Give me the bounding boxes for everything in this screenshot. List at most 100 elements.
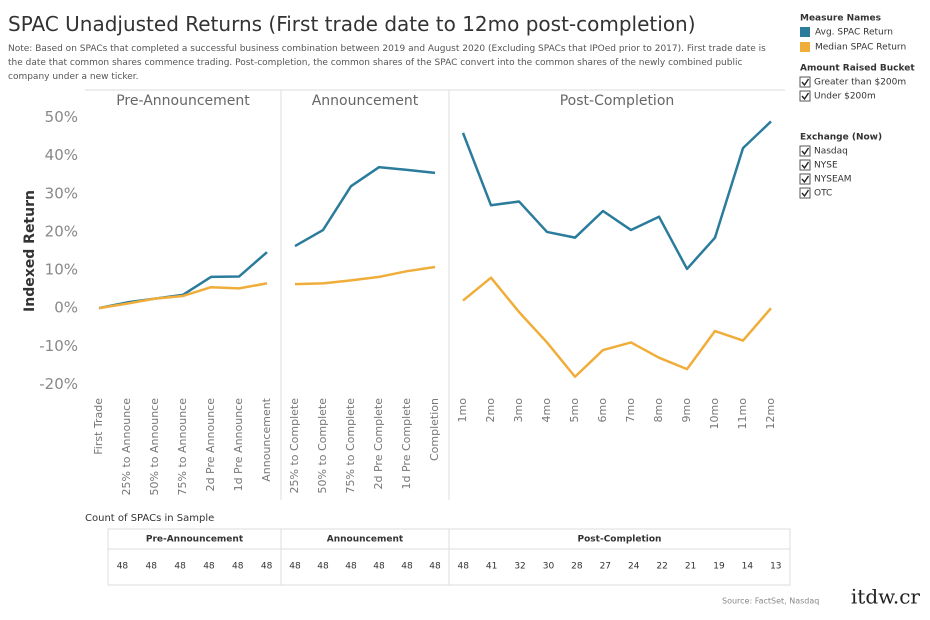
series-line xyxy=(98,251,268,310)
filter-checkbox[interactable] xyxy=(799,159,811,171)
filter-option[interactable]: OTC xyxy=(814,189,832,199)
checkmark xyxy=(801,78,810,87)
filter-option[interactable]: NYSE xyxy=(814,161,838,171)
table-count: 48 xyxy=(373,562,385,572)
table-count: 13 xyxy=(770,562,781,572)
filter-checkbox[interactable] xyxy=(799,90,811,102)
checkmark xyxy=(801,175,810,184)
checkmark xyxy=(801,147,810,156)
x-tick-label: Announcement xyxy=(260,397,273,481)
x-tick-label: 2mo xyxy=(484,398,497,423)
x-tick-label: 75% to Complete xyxy=(344,398,357,494)
panel-header: Post-Completion xyxy=(560,93,675,109)
table-group-header: Announcement xyxy=(327,535,404,545)
series-line xyxy=(294,165,436,248)
y-tick-label: 30% xyxy=(45,184,78,202)
filter-checkbox[interactable] xyxy=(799,187,811,199)
series-line xyxy=(98,282,268,310)
x-tick-label: 25% to Announce xyxy=(120,398,133,496)
table-count: 19 xyxy=(713,562,725,572)
table-count: 28 xyxy=(571,562,583,572)
table-count: 27 xyxy=(600,562,611,572)
x-tick-label: Completion xyxy=(428,398,441,461)
x-tick-label: 25% to Complete xyxy=(288,398,301,494)
table-group-header: Pre-Announcement xyxy=(146,535,244,545)
x-tick-label: First Trade xyxy=(92,398,105,455)
table-count: 48 xyxy=(401,562,413,572)
filter-title: Exchange (Now) xyxy=(800,133,882,143)
series-line xyxy=(461,120,772,271)
table-count: 32 xyxy=(514,562,525,572)
table-count: 48 xyxy=(289,562,301,572)
table-count: 24 xyxy=(628,562,640,572)
filter-option[interactable]: Nasdaq xyxy=(814,147,848,157)
x-tick-label: 50% to Complete xyxy=(316,398,329,494)
series-line xyxy=(462,276,772,379)
series-line xyxy=(294,265,436,286)
filter-checkbox[interactable] xyxy=(799,173,811,185)
x-tick-label: 10mo xyxy=(708,398,721,430)
legend-title: Measure Names xyxy=(800,14,881,24)
table-count: 48 xyxy=(203,562,215,572)
x-tick-label: 1d Pre Complete xyxy=(400,398,413,490)
source-note: Source: FactSet, Nasdaq xyxy=(722,597,819,606)
checkmark xyxy=(801,92,810,101)
x-tick-label: 4mo xyxy=(540,398,553,423)
table-count: 14 xyxy=(742,562,754,572)
x-tick-label: 7mo xyxy=(624,398,637,423)
table-count: 48 xyxy=(429,562,441,572)
x-tick-label: 50% to Announce xyxy=(148,398,161,496)
table-title: Count of SPACs in Sample xyxy=(85,513,214,524)
x-tick-label: 8mo xyxy=(652,398,665,423)
legend-swatch xyxy=(800,27,810,37)
table-count: 30 xyxy=(543,562,555,572)
y-tick-label: 50% xyxy=(45,108,78,126)
table-count: 48 xyxy=(232,562,244,572)
x-tick-label: 1d Pre Announce xyxy=(232,398,245,492)
table-count: 48 xyxy=(146,562,158,572)
x-tick-label: 5mo xyxy=(568,398,581,423)
table-group-header: Post-Completion xyxy=(578,535,662,545)
x-tick-label: 1mo xyxy=(456,398,469,423)
x-tick-label: 6mo xyxy=(596,398,609,423)
y-tick-label: -10% xyxy=(39,337,78,355)
table-count: 48 xyxy=(345,562,357,572)
table-count: 22 xyxy=(656,562,667,572)
panel-header: Announcement xyxy=(312,93,419,109)
filter-title: Amount Raised Bucket xyxy=(800,64,915,74)
filter-option[interactable]: Greater than $200m xyxy=(814,78,906,88)
x-tick-label: 2d Pre Complete xyxy=(372,398,385,490)
filter-option[interactable]: NYSEAM xyxy=(814,175,852,185)
table-count: 48 xyxy=(117,562,129,572)
x-tick-label: 11mo xyxy=(736,398,749,430)
checkmark xyxy=(801,161,810,170)
x-tick-label: 75% to Announce xyxy=(176,398,189,496)
table-count: 48 xyxy=(174,562,186,572)
legend-swatch xyxy=(800,42,810,52)
x-tick-label: 9mo xyxy=(680,398,693,423)
legend-label[interactable]: Median SPAC Return xyxy=(815,43,906,53)
y-tick-label: 0% xyxy=(54,299,78,317)
table-count: 21 xyxy=(685,562,696,572)
watermark: itdw.cr xyxy=(851,585,921,609)
legend-label[interactable]: Avg. SPAC Return xyxy=(815,28,893,38)
y-tick-label: 20% xyxy=(45,222,78,240)
chart-title: SPAC Unadjusted Returns (First trade dat… xyxy=(8,12,696,36)
panel-header: Pre-Announcement xyxy=(116,93,250,109)
table-count: 48 xyxy=(261,562,273,572)
table-count: 48 xyxy=(317,562,329,572)
x-tick-label: 3mo xyxy=(512,398,525,423)
filter-checkbox[interactable] xyxy=(799,76,811,88)
y-axis-title: Indexed Return xyxy=(22,190,38,312)
chart-note: Note: Based on SPACs that completed a su… xyxy=(8,44,766,82)
y-tick-label: -20% xyxy=(39,375,78,393)
y-tick-label: 10% xyxy=(45,261,78,279)
table-count: 41 xyxy=(486,562,497,572)
filter-option[interactable]: Under $200m xyxy=(814,92,876,102)
checkmark xyxy=(801,189,810,198)
filter-checkbox[interactable] xyxy=(799,145,811,157)
y-tick-label: 40% xyxy=(45,146,78,164)
table-count: 48 xyxy=(457,562,469,572)
